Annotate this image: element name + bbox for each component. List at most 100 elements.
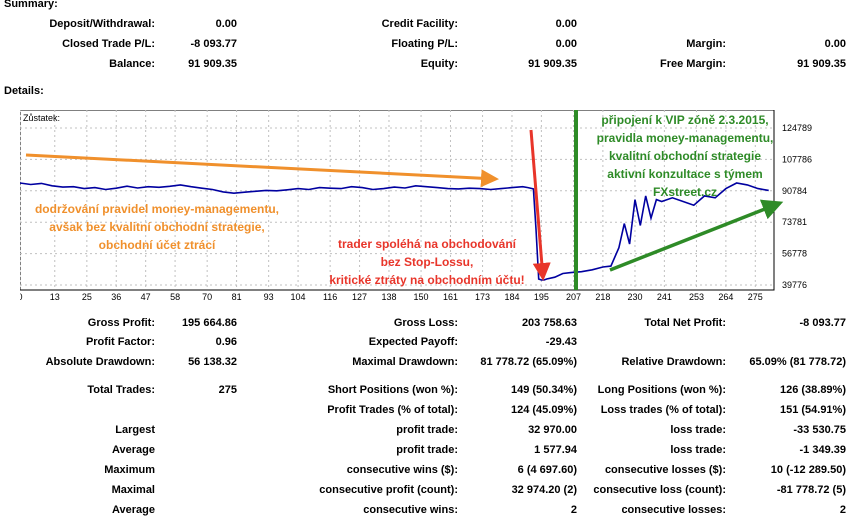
x-tick-label: 275 — [748, 292, 763, 302]
short-value: 149 (50.34%) — [510, 384, 577, 396]
row-b-value: 2 — [570, 504, 577, 516]
green-line-3: kvalitní obchodní strategie — [608, 149, 762, 163]
balance-chart: Zůstatek: 124789 107786 90784 73781 56778 397… — [20, 110, 812, 302]
row-b-value: 1 577.94 — [534, 444, 577, 456]
margin-label: Margin: — [686, 38, 726, 50]
profit-trades-value: 124 (45.09%) — [510, 404, 577, 416]
x-tick-label: 70 — [202, 292, 212, 302]
details-title: Details: — [4, 85, 44, 97]
row-b-label: consecutive wins ($): — [346, 464, 458, 476]
red-line-1: trader spoléhá na obchodování — [337, 237, 517, 251]
red-arrow — [529, 129, 551, 281]
orange-annotation: dodržování pravidel money-managementu, a… — [22, 200, 292, 254]
x-tick-label: 207 — [566, 292, 581, 302]
closed-pl-value: -8 093.77 — [190, 38, 237, 50]
equity-value: 91 909.35 — [528, 58, 577, 70]
profit-factor-label: Profit Factor: — [85, 336, 155, 348]
balance-value: 91 909.35 — [188, 58, 237, 70]
row-b-label: consecutive wins: — [363, 504, 458, 516]
x-tick-label: 81 — [232, 292, 242, 302]
row-c-label: consecutive loss (count): — [593, 484, 726, 496]
row-category: Maximal — [111, 484, 155, 496]
row-c-label: consecutive losses: — [621, 504, 726, 516]
rel-dd-label: Relative Drawdown: — [621, 356, 726, 368]
free-margin-label: Free Margin: — [659, 58, 726, 70]
row-b-value: 32 970.00 — [528, 424, 577, 436]
x-tick-label: 0 — [20, 292, 23, 302]
x-tick-label: 195 — [534, 292, 549, 302]
expected-payoff-label: Expected Payoff: — [368, 336, 458, 348]
row-c-value: -1 349.39 — [799, 444, 846, 456]
row-b-value: 6 (4 697.60) — [517, 464, 577, 476]
loss-trades-value: 151 (54.91%) — [779, 404, 846, 416]
y-tick-label: 124789 — [782, 123, 812, 133]
green-line-4: aktivní konzultace s týmem — [607, 167, 763, 181]
x-tick-label: 13 — [50, 292, 60, 302]
row-b-value: 32 974.20 (2) — [511, 484, 577, 496]
balance-line — [20, 182, 769, 281]
row-b-label: consecutive profit (count): — [319, 484, 458, 496]
y-tick-label: 90784 — [782, 186, 807, 196]
red-annotation: trader spoléhá na obchodování bez Stop-L… — [316, 235, 538, 289]
rel-dd-value: 65.09% (81 778.72) — [749, 356, 846, 368]
margin-value: 0.00 — [824, 38, 846, 50]
long-label: Long Positions (won %): — [597, 384, 726, 396]
balance-label: Balance: — [109, 58, 155, 70]
row-c-label: loss trade: — [670, 444, 726, 456]
y-tick-label: 107786 — [782, 154, 812, 164]
row-b-label: profit trade: — [396, 424, 458, 436]
floating-value: 0.00 — [555, 38, 577, 50]
net-profit-value: -8 093.77 — [799, 317, 846, 329]
x-tick-label: 138 — [381, 292, 396, 302]
orange-line-2: avšak bez kvalitní obchodní strategie, — [49, 220, 265, 234]
row-c-value: 10 (-12 289.50) — [770, 464, 846, 476]
x-tick-label: 161 — [443, 292, 458, 302]
green-line-2: pravidla money-managementu, — [596, 131, 774, 145]
credit-value: 0.00 — [555, 18, 577, 30]
row-category: Average — [111, 504, 155, 516]
max-dd-label: Maximal Drawdown: — [352, 356, 458, 368]
y-tick-label: 73781 — [782, 217, 807, 227]
long-value: 126 (38.89%) — [779, 384, 846, 396]
row-c-label: loss trade: — [670, 424, 726, 436]
x-tick-label: 230 — [627, 292, 642, 302]
green-line-1: připojení k VIP zóně 2.3.2015, — [601, 113, 769, 127]
green-annotation: připojení k VIP zóně 2.3.2015, pravidla … — [585, 111, 785, 201]
summary-title: Summary: — [4, 0, 58, 10]
green-line-5: FXstreet.cz — [652, 185, 718, 199]
x-tick-label: 253 — [689, 292, 704, 302]
row-category: Largest — [115, 424, 155, 436]
x-tick-label: 173 — [475, 292, 490, 302]
net-profit-label: Total Net Profit: — [644, 317, 726, 329]
x-tick-label: 116 — [323, 292, 337, 302]
row-category: Maximum — [104, 464, 155, 476]
gross-loss-label: Gross Loss: — [393, 317, 458, 329]
x-tick-label: 264 — [718, 292, 733, 302]
red-line-2: bez Stop-Lossu, — [380, 255, 474, 269]
gross-profit-value: 195 664.86 — [181, 317, 237, 329]
free-margin-value: 91 909.35 — [797, 58, 846, 70]
orange-line-1: dodržování pravidel money-managementu, — [34, 202, 280, 216]
row-c-label: consecutive losses ($): — [604, 464, 726, 476]
credit-label: Credit Facility: — [381, 18, 458, 30]
orange-line-3: obchodní účet ztrácí — [98, 238, 216, 252]
x-tick-label: 127 — [352, 292, 367, 302]
row-c-value: 2 — [839, 504, 846, 516]
x-tick-label: 93 — [264, 292, 274, 302]
x-tick-label: 184 — [504, 292, 519, 302]
total-trades-label: Total Trades: — [87, 384, 155, 396]
gross-loss-value: 203 758.63 — [521, 317, 577, 329]
red-line-3: kritické ztráty na obchodním účtu! — [329, 273, 525, 287]
row-category: Average — [111, 444, 155, 456]
chart-title: Zůstatek: — [23, 113, 60, 123]
max-dd-value: 81 778.72 (65.09%) — [480, 356, 577, 368]
x-tick-label: 218 — [595, 292, 610, 302]
x-tick-label: 25 — [82, 292, 92, 302]
loss-trades-label: Loss trades (% of total): — [600, 404, 726, 416]
short-label: Short Positions (won %): — [327, 384, 458, 396]
y-tick-label: 39776 — [782, 280, 807, 290]
y-tick-label: 56778 — [782, 249, 807, 259]
profit-trades-label: Profit Trades (% of total): — [327, 404, 458, 416]
row-c-value: -81 778.72 (5) — [776, 484, 846, 496]
x-tick-label: 104 — [291, 292, 306, 302]
